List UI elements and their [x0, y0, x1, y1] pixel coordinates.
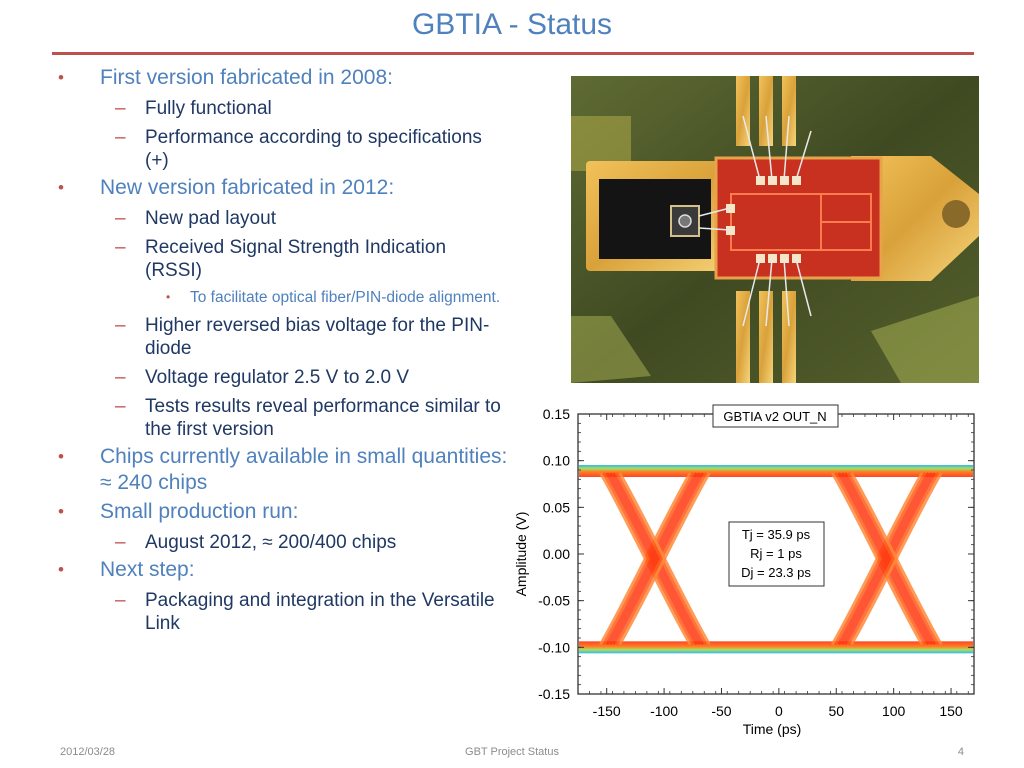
x-tick-label: -100	[650, 703, 678, 719]
bullet-new-version: • New version fabricated in 2012:	[58, 176, 395, 199]
sub-sub-bullet: • To facilitate optical fiber/PIN-diode a…	[166, 289, 501, 306]
dash-marker: –	[115, 208, 126, 229]
eye-falling-trace-0	[615, 472, 708, 646]
sub-bullet: – August 2012, ≈ 200/400 chips	[115, 532, 397, 553]
bullet-marker: •	[58, 560, 64, 579]
dash-marker: –	[115, 367, 126, 388]
y-tick-label: -0.10	[538, 639, 570, 655]
y-tick-label: 0.00	[543, 546, 570, 562]
chip-micrograph-image	[571, 76, 979, 383]
footer-title: GBT Project Status	[465, 746, 559, 758]
eye-falling-trace-0	[611, 472, 705, 646]
x-tick-label: 150	[939, 703, 963, 719]
bullet-availability: • Chips currently available in small quan…	[58, 445, 508, 494]
eye-diagram-chart: -150 -100 -50 0 50 100 150 0.15 0.10 0.05 0.00 -0.0…	[508, 402, 978, 742]
bullet-production: • Small production run:	[58, 500, 299, 523]
sub-bullet: – Performance according to specifications…	[115, 127, 482, 171]
eye-falling-trace-1	[830, 472, 924, 646]
eye-falling-trace-0	[608, 472, 702, 646]
y-tick-label: 0.05	[543, 499, 570, 515]
eye-falling-trace-1	[850, 472, 943, 646]
eye-falling-trace-1	[834, 472, 927, 646]
jitter-annotation-box: Tj = 35.9 ps Rj = 1 ps Dj = 23.3 ps	[728, 521, 825, 587]
bullet-first-version: • First version fabricated in 2008:	[58, 66, 393, 89]
bullet-marker: •	[58, 502, 64, 521]
dash-marker: –	[115, 98, 126, 119]
bullet-next-step: • Next step:	[58, 558, 195, 581]
chart-title: GBTIA v2 OUT_N	[723, 409, 826, 424]
x-tick-label: -50	[711, 703, 731, 719]
chip-micrograph-graphic	[571, 76, 979, 383]
dash-marker: –	[115, 396, 126, 417]
sub-bullet: – Fully functional	[115, 98, 272, 119]
x-tick-label: 0	[775, 703, 783, 719]
y-tick-label: -0.05	[538, 593, 570, 609]
x-axis-label: Time (ps)	[743, 721, 802, 737]
eye-falling-trace-1	[846, 472, 940, 646]
y-axis-label: Amplitude (V)	[513, 512, 529, 597]
slide-title: GBTIA - Status	[411, 8, 613, 41]
eye-falling-trace-1	[840, 472, 933, 646]
sub-bullet: – New pad layout	[115, 208, 276, 229]
eye-falling-trace-0	[618, 472, 711, 646]
dash-marker: –	[115, 127, 126, 148]
y-tick-label: -0.15	[538, 686, 570, 702]
eye-falling-trace-0	[602, 472, 695, 646]
bullet-marker: •	[58, 68, 64, 87]
bullet-list: • First version fabricated in 2008: – Full…	[58, 62, 508, 635]
bullet-marker: •	[58, 178, 64, 197]
sub-bullet: – Voltage regulator 2.5 V to 2.0 V	[115, 367, 410, 388]
sub-bullet: – Tests results reveal performance simila…	[115, 396, 501, 440]
eye-diagram-svg: -150 -100 -50 0 50 100 150 0.15 0.10 0.05 0.00 -0.0…	[513, 404, 975, 737]
sub-bullet: – Received Signal Strength Indication (RS…	[115, 237, 447, 281]
y-tick-label: 0.10	[543, 453, 570, 469]
footer-date: 2012/03/28	[60, 746, 116, 758]
eye-high-level-band	[579, 465, 973, 477]
footer-page-number: 4	[957, 746, 964, 758]
sub-bullet: – Higher reversed bias voltage for the PI…	[115, 315, 490, 359]
chart-title-box: GBTIA v2 OUT_N	[712, 404, 839, 428]
annotation-rj: Rj = 1 ps	[750, 546, 802, 561]
title-divider	[52, 52, 974, 55]
eye-falling-trace-1	[837, 472, 930, 646]
dash-marker: –	[115, 237, 126, 258]
annotation-dj: Dj = 23.3 ps	[741, 565, 811, 580]
eye-falling-trace-0	[605, 472, 698, 646]
annotation-tj: Tj = 35.9 ps	[742, 527, 811, 542]
dash-marker: –	[115, 532, 126, 553]
dash-marker: –	[115, 315, 126, 336]
x-tick-label: -150	[593, 703, 621, 719]
x-tick-label: 50	[828, 703, 844, 719]
y-tick-label: 0.15	[543, 406, 570, 422]
sub-bullet: – Packaging and integration in the Versat…	[115, 590, 495, 634]
dash-marker: –	[115, 590, 126, 611]
eye-falling-trace-0	[599, 472, 692, 646]
eye-low-level-band	[579, 641, 973, 654]
bullet-marker: •	[58, 447, 64, 466]
bullet-marker: •	[166, 290, 171, 304]
eye-falling-trace-1	[843, 472, 937, 646]
x-tick-label: 100	[882, 703, 906, 719]
